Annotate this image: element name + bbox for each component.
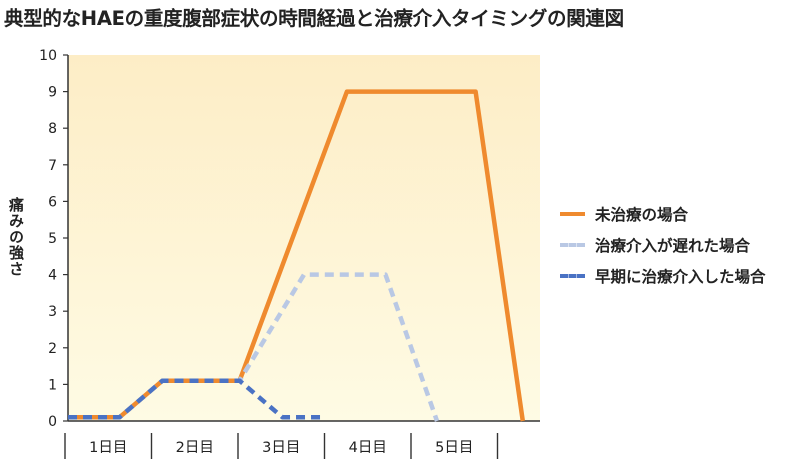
legend-swatch [560, 273, 585, 278]
y-tick-label: 0 [48, 414, 57, 430]
plot-background [68, 55, 540, 421]
legend-item: 治療介入が遅れた場合 [560, 229, 766, 260]
x-tick-label: 1日目 [89, 440, 127, 456]
y-tick-label: 7 [48, 158, 57, 174]
x-tick-label: 2日目 [176, 440, 214, 456]
y-tick-label: 5 [48, 231, 57, 247]
legend-item: 未治療の場合 [560, 198, 766, 229]
y-tick-label: 2 [48, 341, 57, 357]
y-tick-label: 4 [48, 268, 57, 284]
legend-swatch [560, 211, 585, 216]
y-tick-label: 1 [48, 377, 57, 393]
y-tick-label: 9 [48, 85, 57, 101]
x-tick-label: 3日目 [262, 440, 300, 456]
legend-label: 早期に治療介入した場合 [595, 267, 766, 286]
legend-label: 治療介入が遅れた場合 [595, 236, 751, 255]
series-line-3 [68, 378, 326, 420]
legend-item: 早期に治療介入した場合 [560, 260, 766, 291]
y-axis-label: 痛みの強さ [7, 197, 25, 277]
legend-label: 未治療の場合 [595, 205, 689, 224]
legend-swatch [560, 242, 585, 247]
chart-title: 典型的なHAEの重度腹部症状の時間経過と治療介入タイミングの関連図 [4, 7, 624, 30]
legend: 未治療の場合治療介入が遅れた場合 早期に治療介入した場合 [560, 198, 766, 291]
y-tick-label: 8 [48, 121, 57, 137]
y-tick-label: 3 [48, 304, 57, 320]
x-tick-label: 4日目 [349, 440, 387, 456]
x-tick-label: 5日目 [435, 440, 473, 456]
y-tick-label: 10 [39, 48, 57, 64]
y-tick-label: 6 [48, 194, 57, 210]
